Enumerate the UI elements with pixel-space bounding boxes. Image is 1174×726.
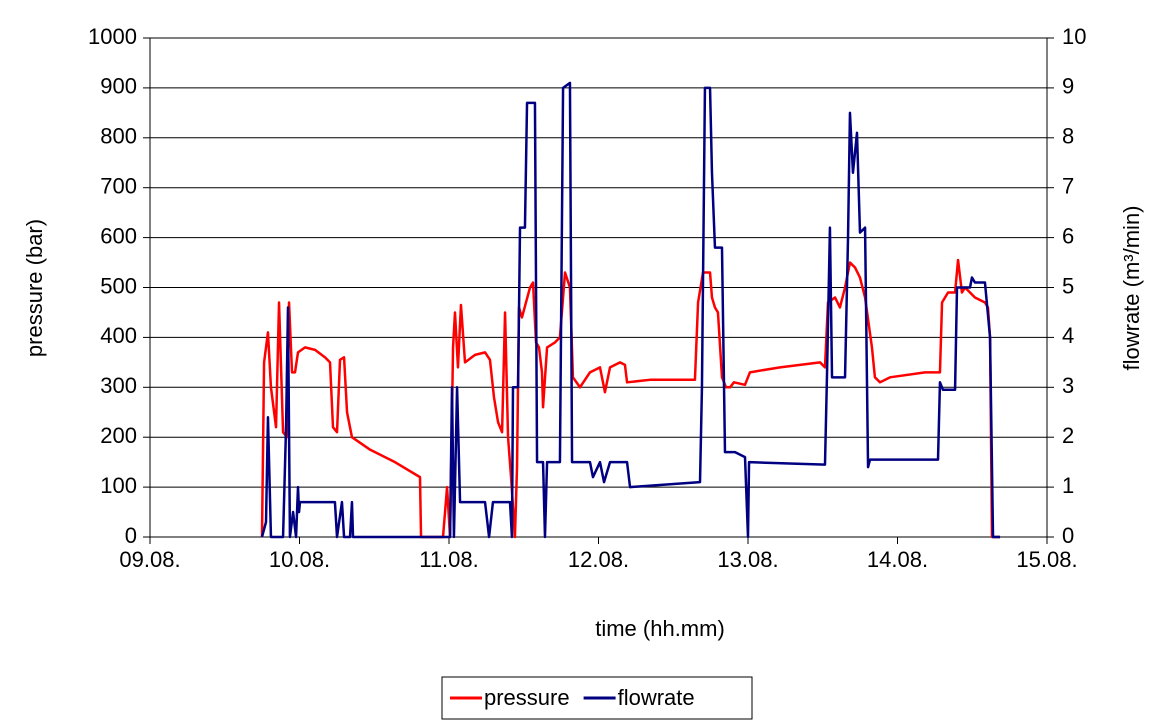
y-tick-label: 600	[100, 223, 137, 248]
y2-tick-label: 7	[1062, 174, 1074, 199]
y2-axis-label: flowrate (m³/min)	[1119, 205, 1144, 370]
y2-tick-label: 5	[1062, 273, 1074, 298]
y-tick-label: 300	[100, 373, 137, 398]
legend-box	[441, 676, 753, 720]
x-tick-label: 12.08.	[568, 547, 629, 572]
y2-tick-label: 4	[1062, 323, 1074, 348]
y2-tick-label: 2	[1062, 423, 1074, 448]
series-line	[260, 81, 1001, 539]
x-tick-label: 11.08.	[419, 547, 479, 572]
y-tick-label: 900	[100, 74, 137, 99]
y-tick-label: 400	[100, 323, 137, 348]
y2-tick-label: 9	[1062, 74, 1074, 99]
y-tick-label: 1000	[88, 24, 137, 49]
y-axis-label: pressure (bar)	[22, 219, 47, 357]
y-tick-label: 500	[100, 273, 137, 298]
x-tick-label: 13.08.	[717, 547, 778, 572]
x-tick-label: 10.08.	[269, 547, 330, 572]
legend-label: pressure	[484, 685, 570, 710]
x-tick-label: 14.08.	[867, 547, 928, 572]
y-tick-label: 200	[100, 423, 137, 448]
x-axis-label: time (hh.mm)	[595, 616, 725, 641]
y-tick-label: 100	[100, 473, 137, 498]
legend-label: flowrate	[618, 685, 695, 710]
y2-tick-label: 3	[1062, 373, 1074, 398]
y2-tick-label: 8	[1062, 124, 1074, 149]
series-line	[260, 258, 1001, 539]
y-tick-label: 700	[100, 174, 137, 199]
y-tick-label: 0	[125, 523, 137, 548]
y2-tick-label: 0	[1062, 523, 1074, 548]
y2-tick-label: 1	[1062, 473, 1074, 498]
y-tick-label: 800	[100, 124, 137, 149]
y2-tick-label: 6	[1062, 223, 1074, 248]
x-tick-label: 15.08.	[1016, 547, 1077, 572]
y2-tick-label: 10	[1062, 24, 1086, 49]
x-tick-label: 09.08.	[119, 547, 180, 572]
